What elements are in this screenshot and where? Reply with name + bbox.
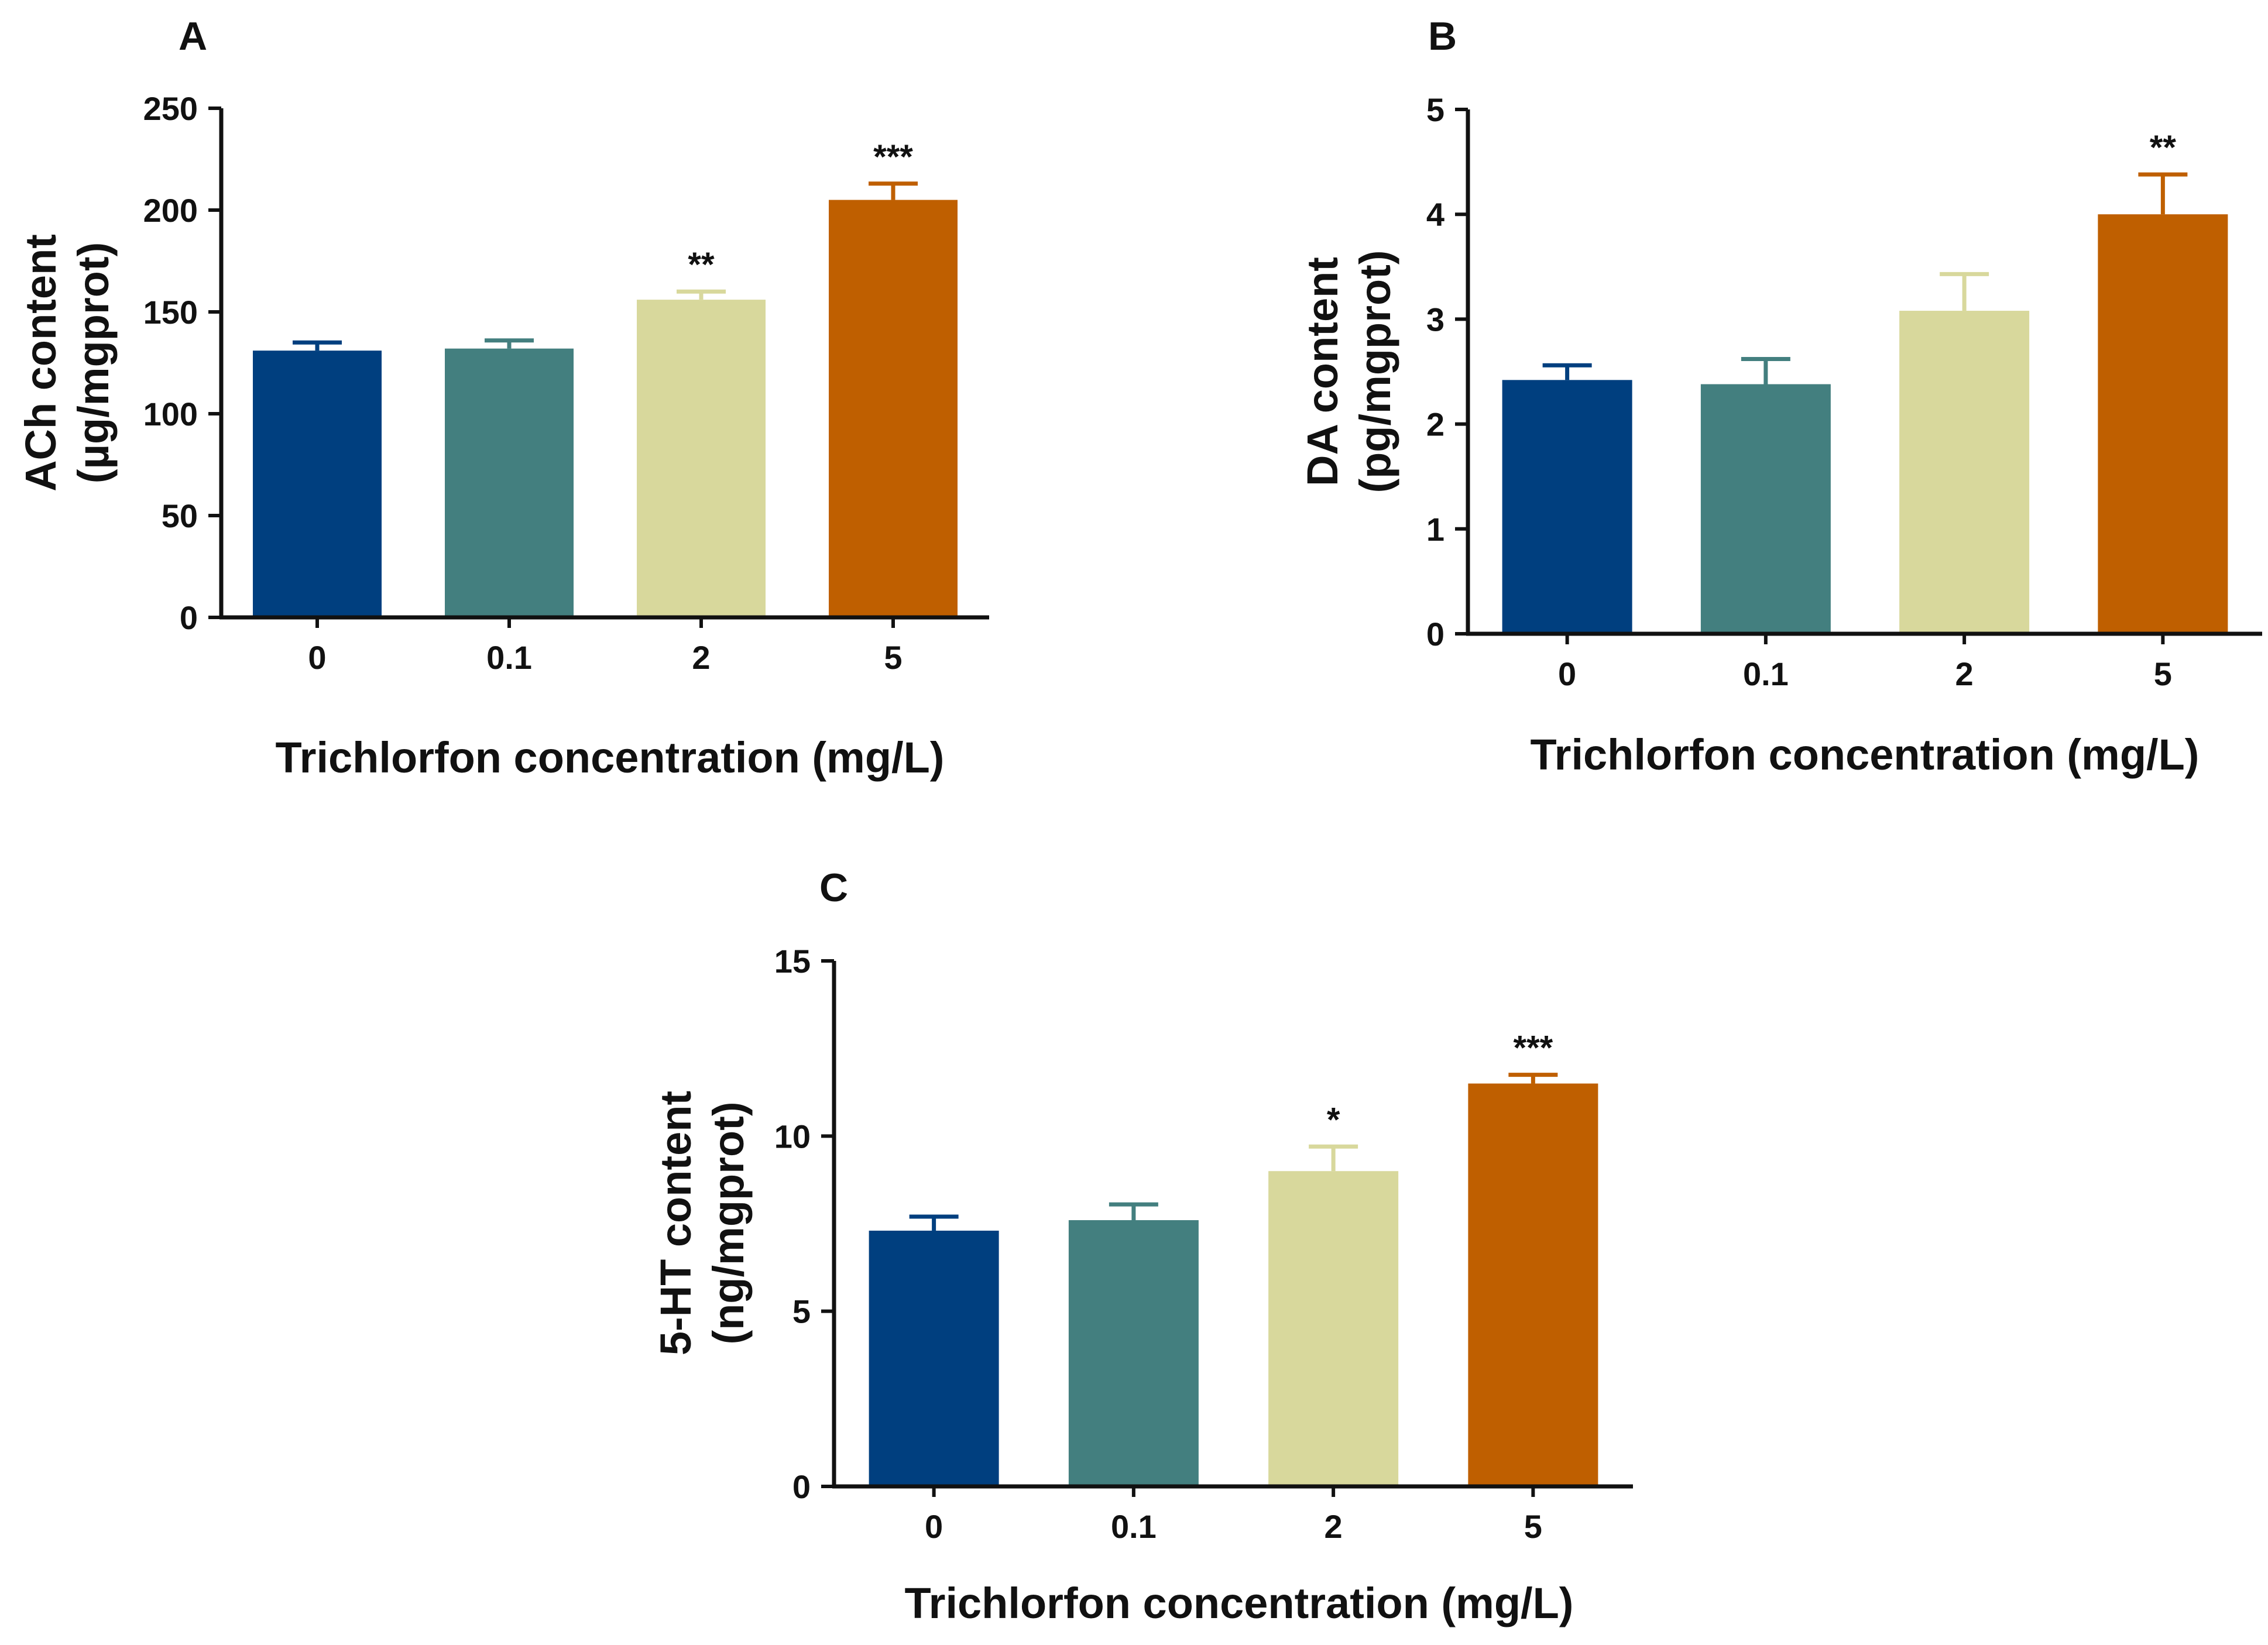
- chart-panel-a: A Trichlorfon concentration (mg/L) ACh c…: [16, 14, 989, 782]
- y-axis-unit-b: (pg/mgprot): [1351, 250, 1399, 493]
- y-tick-label-b-3: 3: [1426, 301, 1444, 338]
- bar-a-3: [829, 200, 958, 618]
- y-tick-label-a-5: 250: [143, 90, 198, 127]
- chart-panel-b: B Trichlorfon concentration (mg/L) DA co…: [1298, 14, 2262, 779]
- y-tick-label-b-1: 1: [1426, 511, 1444, 548]
- y-tick-label-b-4: 4: [1426, 196, 1444, 233]
- y-tick-label-c-0: 0: [792, 1468, 811, 1505]
- bar-b-3: [2098, 214, 2228, 634]
- y-tick-label-c-1: 5: [792, 1293, 811, 1330]
- x-tick-label-a-1: 0.1: [486, 639, 532, 676]
- significance-label-c-2: *: [1327, 1101, 1340, 1139]
- bar-a-1: [445, 348, 574, 617]
- bar-c-1: [1068, 1220, 1199, 1486]
- significance-label-a-3: ***: [873, 138, 913, 176]
- x-axis-title-c: Trichlorfon concentration (mg/L): [905, 1579, 1574, 1627]
- plot-area-c: 0 0.1 * 2 *** 5 0 5 10 15: [774, 943, 1633, 1545]
- significance-label-b-3: **: [2150, 129, 2177, 167]
- x-tick-label-b-2: 2: [1955, 655, 1974, 692]
- plot-area-b: 0 0.1 2 ** 5 0 1 2 3 4 5: [1426, 91, 2262, 692]
- bar-c-0: [869, 1230, 999, 1486]
- y-tick-label-b-2: 2: [1426, 406, 1444, 443]
- y-axis-title-c: 5-HT content: [651, 1091, 700, 1355]
- y-axis-title-a: ACh content: [16, 234, 65, 492]
- x-tick-label-a-0: 0: [308, 639, 326, 676]
- panel-label-c: C: [819, 866, 848, 910]
- x-tick-label-c-1: 0.1: [1111, 1508, 1157, 1545]
- x-tick-label-c-0: 0: [925, 1508, 943, 1545]
- bar-b-1: [1700, 384, 1831, 634]
- x-axis-title-b: Trichlorfon concentration (mg/L): [1531, 730, 2200, 779]
- y-tick-label-b-0: 0: [1426, 616, 1444, 652]
- y-tick-label-a-2: 100: [143, 396, 198, 432]
- y-tick-label-b-5: 5: [1426, 91, 1444, 128]
- y-tick-label-a-4: 200: [143, 192, 198, 229]
- y-tick-label-a-3: 150: [143, 294, 198, 331]
- chart-panel-c: C Trichlorfon concentration (mg/L) 5-HT …: [651, 866, 1633, 1627]
- x-tick-label-a-3: 5: [884, 639, 902, 676]
- y-tick-label-c-2: 10: [774, 1118, 811, 1155]
- x-tick-label-c-2: 2: [1325, 1508, 1343, 1545]
- panel-label-a: A: [179, 14, 207, 59]
- significance-label-a-2: **: [688, 246, 715, 284]
- bar-b-0: [1502, 380, 1632, 634]
- x-tick-label-b-0: 0: [1558, 655, 1576, 692]
- y-tick-label-c-3: 15: [774, 943, 811, 980]
- bar-a-2: [637, 300, 766, 617]
- x-tick-label-c-3: 5: [1524, 1508, 1542, 1545]
- y-axis-title-b: DA content: [1298, 257, 1347, 486]
- significance-label-c-3: ***: [1514, 1029, 1553, 1067]
- x-axis-title-a: Trichlorfon concentration (mg/L): [276, 733, 945, 782]
- bar-b-2: [1899, 311, 2030, 634]
- bar-a-0: [253, 351, 382, 617]
- bar-c-3: [1468, 1083, 1598, 1486]
- y-tick-label-a-0: 0: [180, 599, 198, 636]
- y-axis-unit-c: (ng/mgprot): [704, 1101, 753, 1344]
- bar-c-2: [1268, 1171, 1399, 1486]
- y-axis-unit-a: (µg/mgprot): [69, 242, 118, 484]
- x-tick-label-a-2: 2: [692, 639, 710, 676]
- x-tick-label-b-3: 5: [2154, 655, 2172, 692]
- panel-label-b: B: [1428, 14, 1457, 59]
- x-tick-label-b-1: 0.1: [1743, 655, 1789, 692]
- y-tick-label-a-1: 50: [162, 497, 198, 534]
